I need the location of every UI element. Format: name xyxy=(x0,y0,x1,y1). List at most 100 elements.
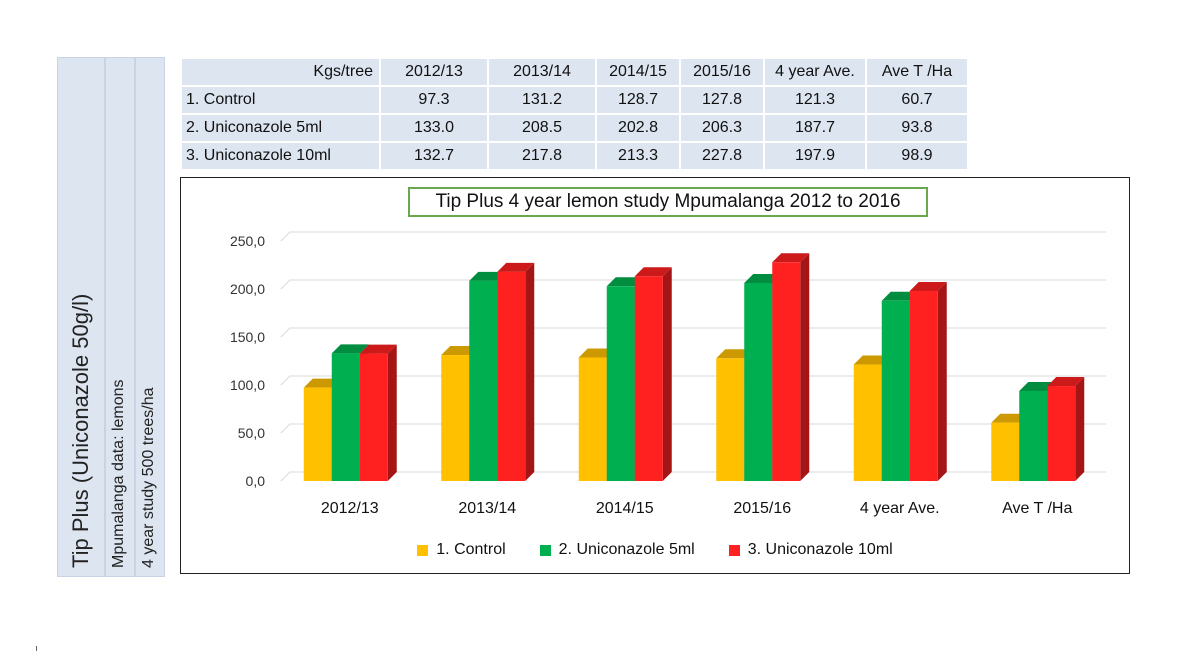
bar-top xyxy=(359,344,397,354)
bar xyxy=(772,262,801,481)
table-cell: 98.9 xyxy=(867,143,967,169)
bar-side xyxy=(937,282,947,481)
chart-title: Tip Plus 4 year lemon study Mpumalanga 2… xyxy=(408,187,928,217)
table-cell: 197.9 xyxy=(765,143,865,169)
table-col-header: Ave T /Ha xyxy=(867,59,967,85)
table-col-header: 2014/15 xyxy=(597,59,679,85)
bar-top xyxy=(469,271,507,281)
bar xyxy=(1047,386,1076,481)
x-tick-label: 2015/16 xyxy=(733,500,791,517)
y-tick-label: 100,0 xyxy=(230,377,265,393)
bar xyxy=(744,282,773,481)
bar-top xyxy=(303,378,341,388)
bar xyxy=(497,271,526,481)
bar-top xyxy=(744,273,782,283)
side-label-study: 4 year study 500 trees/ha xyxy=(140,387,157,568)
bar-top xyxy=(331,344,369,354)
side-label-region-panel: Mpumalanga data: lemons xyxy=(105,57,135,577)
bar-top xyxy=(1047,377,1085,387)
table-cell: 128.7 xyxy=(597,87,679,113)
grid-line xyxy=(280,375,291,386)
bar-side xyxy=(662,267,672,481)
legend-item: 3. Uniconazole 10ml xyxy=(728,541,893,559)
chart-legend: 1. Control 2. Uniconazole 5ml 3. Unicona… xyxy=(181,541,1129,559)
x-tick-label: 2013/14 xyxy=(458,500,516,517)
bar xyxy=(331,353,360,481)
table-row-label: 3. Uniconazole 10ml xyxy=(182,143,379,169)
table-corner-header: Kgs/tree xyxy=(182,59,379,85)
bar-top xyxy=(497,262,535,272)
bar-top xyxy=(772,253,810,263)
bar xyxy=(716,358,745,481)
bar-top xyxy=(578,348,616,358)
y-tick-label: 0,0 xyxy=(246,473,266,489)
x-tick-label: 2012/13 xyxy=(321,500,379,517)
legend-label: 2. Uniconazole 5ml xyxy=(558,541,695,558)
bar-top xyxy=(853,355,891,365)
table-col-header: 2012/13 xyxy=(381,59,487,85)
table-cell: 121.3 xyxy=(765,87,865,113)
table-cell: 187.7 xyxy=(765,115,865,141)
grid-line xyxy=(280,327,291,338)
table-row-label: 2. Uniconazole 5ml xyxy=(182,115,379,141)
table-cell: 93.8 xyxy=(867,115,967,141)
table-cell: 131.2 xyxy=(489,87,595,113)
bar xyxy=(469,280,498,481)
table-cell: 227.8 xyxy=(681,143,763,169)
table-cell: 206.3 xyxy=(681,115,763,141)
bar xyxy=(881,300,910,481)
bar xyxy=(303,387,332,481)
table-cell: 132.7 xyxy=(381,143,487,169)
legend-item: 1. Control xyxy=(417,541,506,559)
table-row: 3. Uniconazole 10ml 132.7 217.8 213.3 22… xyxy=(182,143,967,169)
bar xyxy=(1019,390,1048,481)
bar xyxy=(991,422,1020,481)
table-row: 1. Control 97.3 131.2 128.7 127.8 121.3 … xyxy=(182,87,967,113)
side-label-region: Mpumalanga data: lemons xyxy=(110,379,127,568)
bar-top xyxy=(881,291,919,301)
yield-table: Kgs/tree 2012/13 2013/14 2014/15 2015/16… xyxy=(180,57,969,171)
grid-line xyxy=(280,471,291,482)
table-header-row: Kgs/tree 2012/13 2013/14 2014/15 2015/16… xyxy=(182,59,967,85)
bar-top xyxy=(1019,381,1057,391)
table-cell: 127.8 xyxy=(681,87,763,113)
grid-line xyxy=(280,423,291,434)
bar-top xyxy=(991,413,1029,423)
bar xyxy=(359,353,388,481)
side-label-product-panel: Tip Plus (Uniconazole 50g/l) xyxy=(57,57,105,577)
bar-side xyxy=(387,344,397,481)
y-tick-label: 50,0 xyxy=(238,425,265,441)
grid-line xyxy=(280,279,291,290)
chart-panel: 0,0 50,0 100,0 150,0 200,0 250,0 2012/13 2013/1… xyxy=(180,177,1130,574)
legend-swatch xyxy=(417,544,429,556)
bar-top xyxy=(634,267,672,277)
legend-swatch xyxy=(728,544,740,556)
stray-mark xyxy=(36,646,37,651)
table-cell: 133.0 xyxy=(381,115,487,141)
legend-item: 2. Uniconazole 5ml xyxy=(539,541,695,559)
bar-top xyxy=(909,282,947,292)
bar-top xyxy=(716,349,754,359)
bar-side xyxy=(1075,377,1085,481)
table-col-header: 2013/14 xyxy=(489,59,595,85)
x-tick-label: Ave T /Ha xyxy=(1002,500,1072,517)
y-tick-label: 200,0 xyxy=(230,281,265,297)
table-cell: 213.3 xyxy=(597,143,679,169)
table-col-header: 4 year Ave. xyxy=(765,59,865,85)
bar xyxy=(853,364,882,481)
bar-top xyxy=(441,346,479,356)
bar-side xyxy=(525,262,535,481)
y-tick-label: 250,0 xyxy=(230,233,265,249)
table-cell: 208.5 xyxy=(489,115,595,141)
side-label-product: Tip Plus (Uniconazole 50g/l) xyxy=(68,293,93,568)
bar xyxy=(606,286,635,481)
table-cell: 217.8 xyxy=(489,143,595,169)
bar xyxy=(909,291,938,481)
bar xyxy=(634,276,663,481)
legend-label: 1. Control xyxy=(436,541,506,558)
grid-line xyxy=(280,231,291,242)
legend-swatch xyxy=(539,544,551,556)
legend-label: 3. Uniconazole 10ml xyxy=(747,541,893,558)
bar-side xyxy=(800,253,810,481)
y-tick-label: 150,0 xyxy=(230,329,265,345)
